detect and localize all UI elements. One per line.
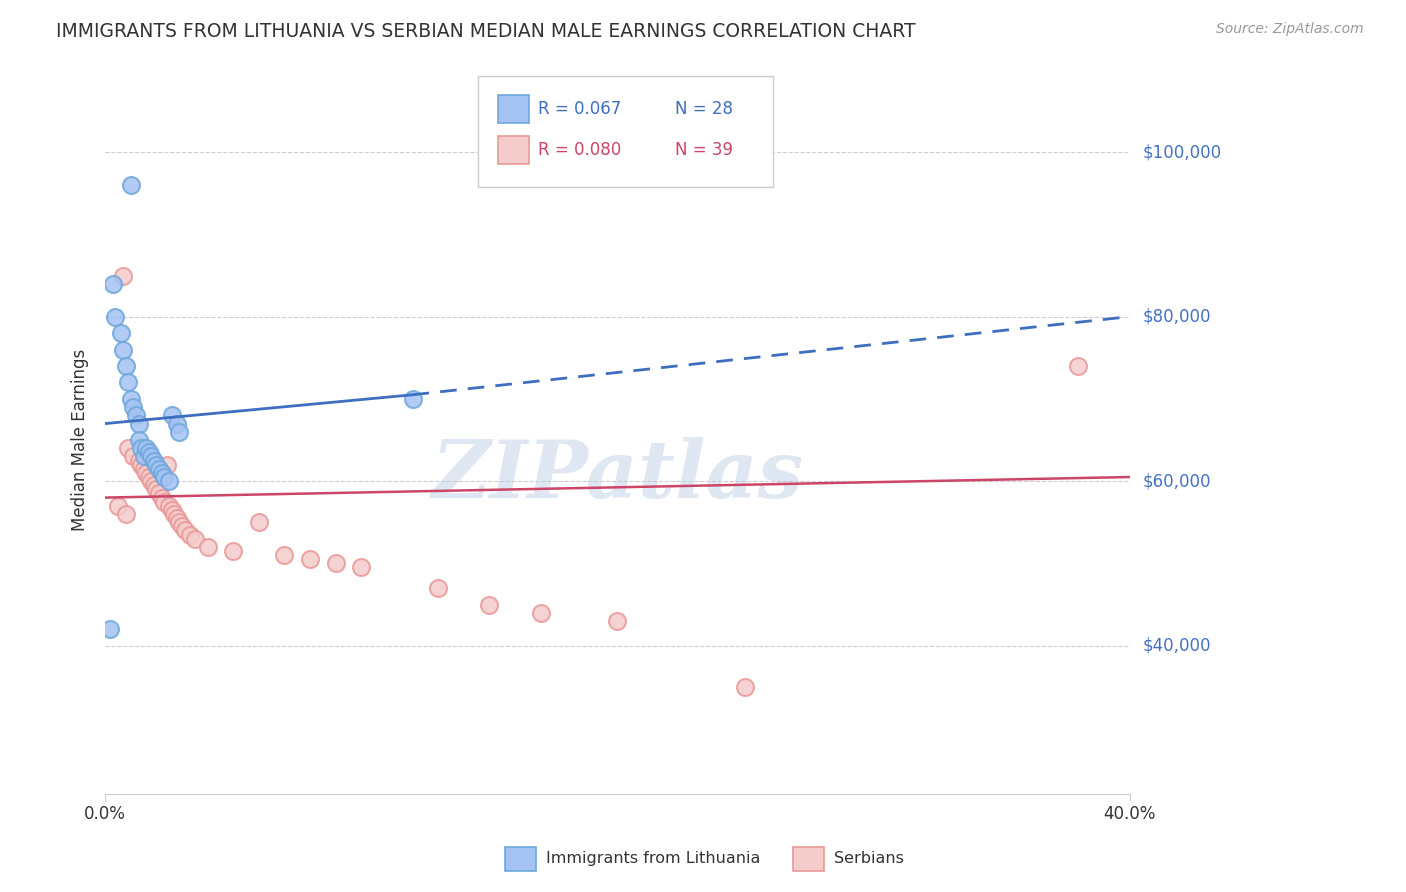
Point (478, 598, 501, 612)
Point (150, 491, 173, 505)
Point (114, 507, 136, 521)
Point (401, 392, 423, 406)
Text: $40,000: $40,000 (1142, 637, 1211, 655)
Point (129, 458, 152, 472)
Point (129, 442, 152, 456)
Point (128, 453, 150, 467)
Point (157, 474, 180, 488)
Point (122, 450, 145, 464)
Text: $100,000: $100,000 (1142, 143, 1222, 161)
Text: IMMIGRANTS FROM LITHUANIA VS SERBIAN MEDIAN MALE EARNINGS CORRELATION CHART: IMMIGRANTS FROM LITHUANIA VS SERBIAN MED… (56, 22, 915, 41)
Point (350, 560, 373, 574)
Point (107, 499, 129, 513)
Point (1067, 359, 1090, 373)
Point (128, 433, 150, 447)
Text: N = 39: N = 39 (675, 141, 733, 159)
Point (117, 442, 139, 456)
Text: $80,000: $80,000 (1142, 308, 1211, 326)
Point (179, 527, 201, 541)
Point (184, 532, 207, 546)
Point (160, 409, 183, 423)
Text: ZIPatlas: ZIPatlas (432, 436, 803, 514)
Point (273, 548, 295, 562)
Text: N = 28: N = 28 (675, 100, 733, 118)
Point (148, 486, 170, 500)
Point (299, 552, 322, 566)
Point (120, 178, 142, 192)
Point (132, 462, 155, 476)
Point (125, 409, 148, 423)
Point (197, 540, 219, 554)
Point (529, 606, 551, 620)
Point (427, 581, 450, 595)
Point (166, 511, 188, 525)
Point (117, 376, 139, 390)
Point (169, 425, 191, 439)
Text: $60,000: $60,000 (1142, 472, 1211, 490)
Point (110, 326, 132, 340)
Point (142, 453, 165, 467)
Point (247, 515, 270, 529)
Point (114, 359, 136, 373)
Point (138, 445, 160, 459)
Point (166, 417, 188, 431)
Point (170, 519, 193, 533)
Point (153, 470, 176, 484)
Point (112, 268, 135, 283)
Point (98, 622, 121, 636)
Point (128, 417, 150, 431)
Point (325, 557, 347, 571)
Text: R = 0.080: R = 0.080 (538, 141, 621, 159)
Point (104, 310, 127, 324)
Point (112, 343, 135, 357)
Point (156, 458, 179, 472)
Text: Serbians: Serbians (834, 852, 904, 866)
Point (163, 507, 186, 521)
Point (150, 466, 173, 480)
Point (153, 494, 176, 508)
Point (135, 442, 157, 456)
Point (122, 400, 145, 414)
Point (120, 392, 142, 406)
Point (157, 499, 180, 513)
Point (101, 277, 124, 291)
Text: R = 0.067: R = 0.067 (538, 100, 621, 118)
Point (135, 466, 157, 480)
Point (222, 544, 245, 558)
Point (173, 524, 195, 538)
Point (145, 483, 167, 497)
Point (138, 470, 160, 484)
Text: Immigrants from Lithuania: Immigrants from Lithuania (546, 852, 759, 866)
Point (141, 474, 163, 488)
Point (132, 450, 155, 464)
Point (145, 458, 167, 472)
Point (141, 450, 163, 464)
Text: Source: ZipAtlas.com: Source: ZipAtlas.com (1216, 22, 1364, 37)
Y-axis label: Median Male Earnings: Median Male Earnings (72, 349, 89, 531)
Point (606, 614, 628, 628)
Point (169, 515, 191, 529)
Point (734, 680, 756, 694)
Point (148, 462, 170, 476)
Point (160, 503, 183, 517)
Point (142, 478, 165, 492)
